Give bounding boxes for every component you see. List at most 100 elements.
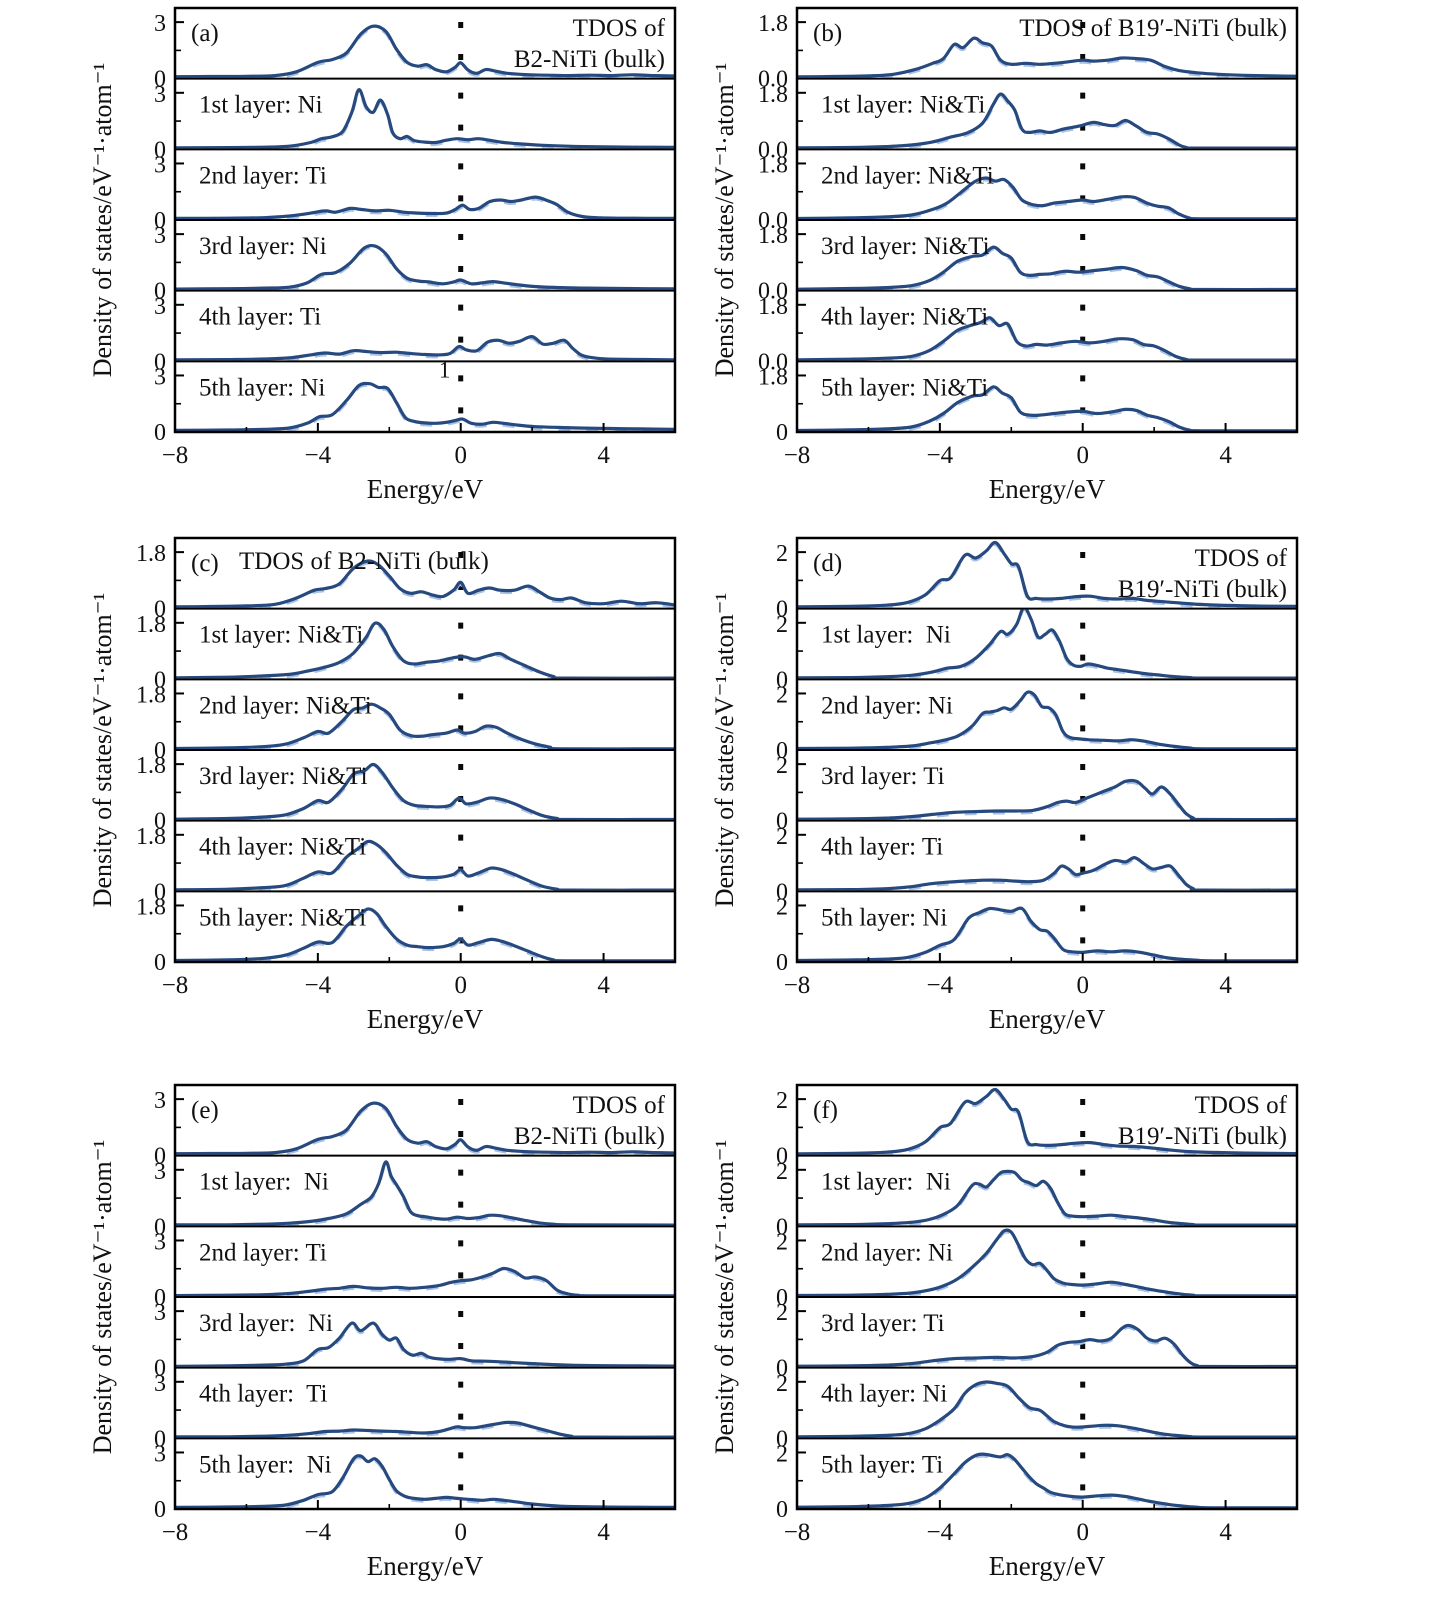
y-tick-label-zero: 0 xyxy=(154,208,166,234)
subplot-4 xyxy=(798,296,1296,361)
layer-label: 5th layer: Ni&Ti xyxy=(199,904,366,931)
layer-label: 2nd layer: Ti xyxy=(199,1239,327,1266)
y-tick-label-zero: 0 xyxy=(776,950,788,976)
dos-curve-shadow xyxy=(176,246,674,290)
y-tick-label-zero: 0 xyxy=(154,809,166,835)
x-tick-label: −4 xyxy=(927,1519,954,1546)
dos-curve-shadow xyxy=(176,765,560,820)
panel-title-line2: B2-NiTi (bulk) xyxy=(514,46,665,73)
dos-curve xyxy=(176,1101,674,1155)
dos-curve xyxy=(798,176,1296,219)
layer-label: 4th layer: Ni&Ti xyxy=(821,304,988,331)
x-axis-label: Energy/eV xyxy=(989,1551,1106,1581)
y-tick-label-zero: 0 xyxy=(154,1356,166,1382)
panel-e: Density of states/eV⁻¹·atom⁻¹ 3 0 3 0 1st lay… xyxy=(85,1079,725,1600)
dos-curve-shadow xyxy=(176,623,556,679)
dos-curve xyxy=(798,906,1296,962)
y-tick-label-max: 1.8 xyxy=(758,223,788,249)
dos-curve xyxy=(176,839,674,891)
y-tick-label-max: 3 xyxy=(154,1088,166,1114)
y-tick-label-max: 1.8 xyxy=(136,612,166,638)
dos-curve xyxy=(176,1160,674,1226)
panel-title-line2: B19′-NiTi (bulk) xyxy=(1118,576,1287,603)
layer-label: 2nd layer: Ni xyxy=(821,1239,953,1266)
y-tick-label-max: 1.8 xyxy=(758,82,788,108)
y-tick-label-zero: 0 xyxy=(154,279,166,305)
x-tick-label: −4 xyxy=(927,972,954,999)
dos-curve xyxy=(176,381,674,432)
x-tick-label: −8 xyxy=(784,442,811,469)
subplot-3 xyxy=(798,1303,1296,1367)
dos-curve xyxy=(798,316,1296,361)
layer-label: 4th layer: Ti xyxy=(821,834,943,861)
subplot-3 xyxy=(798,226,1296,290)
dos-curve-shadow xyxy=(176,1103,674,1155)
panel-letter: (c) xyxy=(191,550,219,577)
x-tick-label: 0 xyxy=(454,1519,467,1546)
y-tick-label-max: 1.8 xyxy=(758,294,788,320)
x-axis-label: Energy/eV xyxy=(367,1551,484,1581)
y-tick-label-zero: 0 xyxy=(154,1214,166,1240)
dos-curve xyxy=(176,24,674,78)
panel-title: TDOS of B2-NiTi (bulk) xyxy=(239,548,489,575)
y-tick-label-zero: 0 xyxy=(154,597,166,623)
x-tick-label: 4 xyxy=(597,1519,610,1546)
stray-annotation: 1 xyxy=(439,357,451,382)
dos-curve xyxy=(176,195,674,219)
dos-curve xyxy=(798,1452,1296,1509)
y-tick-label-max: 2 xyxy=(776,541,788,567)
panel-title-line2: B2-NiTi (bulk) xyxy=(514,1123,665,1150)
subplot-3 xyxy=(176,1303,674,1367)
dos-curve-shadow xyxy=(808,609,1192,679)
dos-curve xyxy=(798,540,1296,608)
y-tick-label-zero: 0 xyxy=(776,1144,788,1170)
x-tick-label: 4 xyxy=(1219,442,1232,469)
layer-label: 3rd layer: Ni xyxy=(199,1310,333,1337)
layer-label: 3rd layer: Ti xyxy=(821,1310,945,1337)
dos-curve-shadow xyxy=(176,90,674,149)
layer-label: 5th layer: Ni xyxy=(199,1451,332,1478)
y-tick-label-max: 1.8 xyxy=(136,753,166,779)
layer-label: 2nd layer: Ti xyxy=(199,162,327,189)
subplot-0 xyxy=(798,1087,1296,1155)
dos-curve xyxy=(176,1321,674,1367)
dos-curve-shadow xyxy=(176,841,560,891)
panel-d: Density of states/eV⁻¹·atom⁻¹ 2 0 2 0 1st lay… xyxy=(707,532,1347,1053)
subplot-1 xyxy=(176,84,674,149)
y-tick-label-zero: 0 xyxy=(776,1214,788,1240)
layer-label: 1st layer: Ni&Ti xyxy=(821,92,985,119)
y-tick-label-zero: 0 xyxy=(154,349,166,375)
y-tick-label-max: 1.8 xyxy=(136,682,166,708)
panel-letter: (e) xyxy=(191,1097,219,1124)
layer-label: 5th layer: Ni xyxy=(821,904,947,931)
subplot-0 xyxy=(176,1091,674,1155)
x-tick-label: −8 xyxy=(784,972,811,999)
dos-curve xyxy=(176,1420,674,1438)
plot-frame xyxy=(795,536,1299,964)
y-tick-label-zero: 0 xyxy=(776,738,788,764)
plot-frame xyxy=(795,6,1299,434)
y-tick-label-zero: 0 xyxy=(154,1144,166,1170)
dos-curve xyxy=(798,1323,1296,1367)
x-tick-label: 0 xyxy=(454,972,467,999)
dos-curve-shadow xyxy=(188,1268,580,1296)
subplot-5 xyxy=(798,897,1296,962)
dos-curve xyxy=(176,702,674,749)
x-axis-label: Energy/eV xyxy=(989,474,1106,504)
y-tick-label-zero: 0 xyxy=(776,809,788,835)
y-tick-label-zero: 0 xyxy=(154,420,166,446)
y-tick-label-zero: 0 xyxy=(776,420,788,446)
dos-curve-shadow xyxy=(176,1456,674,1509)
y-tick-label-zero: 0 xyxy=(776,1285,788,1311)
dos-curve-shadow xyxy=(808,858,1196,891)
panel-c: Density of states/eV⁻¹·atom⁻¹ 1.8 0 1.8 0 1st… xyxy=(85,532,725,1053)
subplot-0 xyxy=(176,14,674,78)
y-tick-label-zero: 0.0 xyxy=(758,208,788,234)
y-tick-label-max: 1.8 xyxy=(136,824,166,850)
y-tick-label-zero: 0 xyxy=(154,879,166,905)
subplot-0 xyxy=(176,544,674,608)
layer-label: 4th layer: Ni&Ti xyxy=(199,834,366,861)
dos-curve xyxy=(798,1169,1296,1226)
subplot-5 xyxy=(176,367,674,432)
y-tick-label-max: 3 xyxy=(154,1371,166,1397)
